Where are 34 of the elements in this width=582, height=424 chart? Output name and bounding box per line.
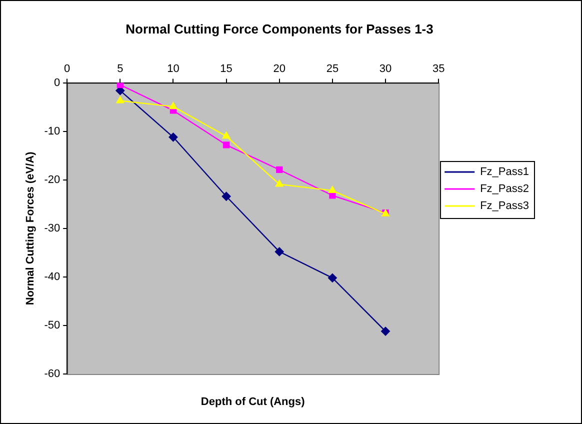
y-tick-label: -60	[44, 368, 60, 380]
x-tick-label: 15	[220, 63, 232, 76]
x-tick-label: 20	[273, 63, 286, 76]
legend-label: Fz_Pass1	[480, 166, 530, 178]
point	[222, 142, 230, 148]
chart-title: Normal Cutting Force Components for Passes 1-3	[126, 21, 434, 36]
point	[169, 102, 178, 110]
point	[116, 82, 124, 88]
x-tick-label: 30	[379, 63, 392, 76]
point	[222, 132, 230, 139]
x-tick-label: 5	[117, 63, 124, 76]
point	[222, 192, 231, 201]
legend-label: Fz_Pass2	[480, 183, 530, 196]
point	[328, 273, 337, 282]
x-tick-label: 0	[64, 63, 70, 76]
y-tick-label: -50	[44, 320, 60, 332]
x-tick-label: 35	[432, 63, 445, 76]
y-tick-label: 0	[54, 76, 60, 89]
y-tick-label: -20	[44, 174, 60, 186]
x-axis-title: Depth of Cut (Angs)	[200, 396, 306, 408]
x-tick-label: 25	[326, 63, 339, 76]
y-axis-title: Normal Cutting Forces (eV/A)	[24, 151, 37, 306]
y-tick-label: -10	[44, 125, 60, 138]
legend-label: Fz_Pass3	[480, 200, 530, 212]
y-tick-label: -40	[44, 270, 60, 283]
point	[381, 326, 390, 336]
point	[328, 186, 336, 194]
point	[116, 96, 124, 104]
x-tick-label: 10	[167, 63, 180, 76]
point	[274, 247, 284, 256]
point	[168, 132, 178, 142]
point	[275, 180, 284, 187]
point	[276, 166, 283, 174]
y-tick-label: -30	[44, 222, 60, 234]
